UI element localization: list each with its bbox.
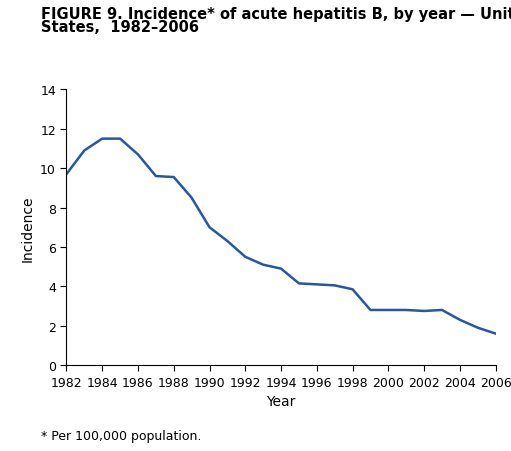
Text: FIGURE 9. Incidence* of acute hepatitis B, by year — United: FIGURE 9. Incidence* of acute hepatitis … [41, 7, 511, 22]
Text: States,  1982–2006: States, 1982–2006 [41, 20, 199, 35]
Y-axis label: Incidence: Incidence [20, 194, 35, 261]
X-axis label: Year: Year [266, 394, 296, 408]
Text: * Per 100,000 population.: * Per 100,000 population. [41, 429, 201, 442]
